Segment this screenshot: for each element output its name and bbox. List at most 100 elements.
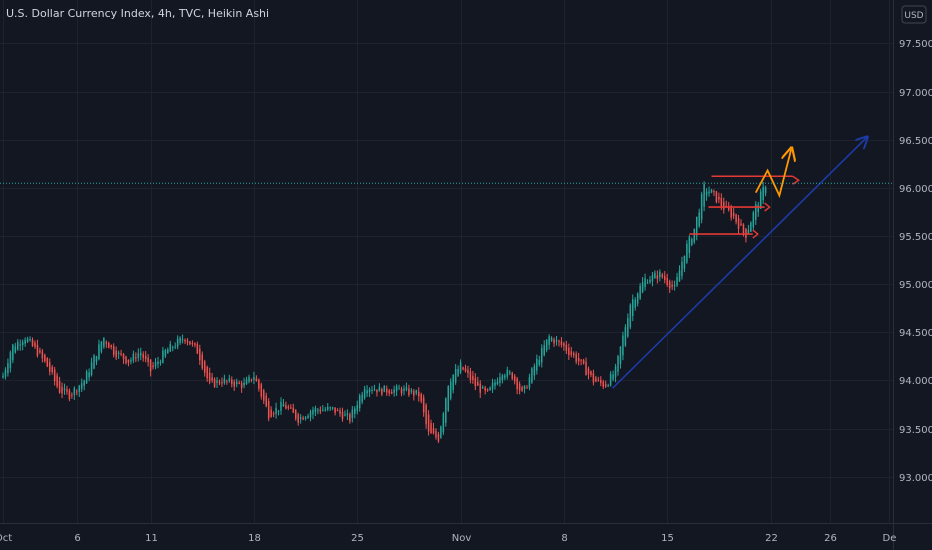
candle-body <box>513 375 516 382</box>
candle-body <box>698 212 700 227</box>
candle-body <box>629 304 632 328</box>
candle-body <box>184 339 186 342</box>
candle-body <box>496 381 499 385</box>
candle-body <box>98 344 100 360</box>
candle-body <box>223 378 226 383</box>
candle-body <box>619 346 622 364</box>
candle-body <box>341 411 344 420</box>
candle-body <box>376 389 378 393</box>
x-tick-label: 22 <box>765 533 778 544</box>
candle-body <box>176 338 179 347</box>
y-tick-label: 95.000 <box>899 280 932 291</box>
candle-body <box>686 243 688 263</box>
candle-body <box>368 389 371 392</box>
candle-body <box>636 293 639 304</box>
x-axis[interactable]: Oct 6 11 18 25 Nov 8 15 22 26 De <box>0 523 932 545</box>
candle-body <box>484 387 486 391</box>
candle-body <box>90 362 93 375</box>
candle-body <box>378 386 381 392</box>
candle-body <box>95 356 98 362</box>
currency-selector[interactable]: USD <box>901 5 927 24</box>
candle-body <box>383 385 386 392</box>
candle-body <box>420 394 422 402</box>
candle-body <box>727 206 730 211</box>
candle-body <box>24 339 26 344</box>
candle-body <box>294 410 297 419</box>
candle-body <box>459 362 462 373</box>
candle-body <box>757 204 759 213</box>
y-tick-label: 94.000 <box>899 376 932 387</box>
candle-body <box>51 367 53 373</box>
candle-body <box>442 413 445 433</box>
candle-body <box>565 344 568 351</box>
candle-body <box>16 341 19 350</box>
candle-body <box>356 404 359 412</box>
candle-body <box>454 369 457 383</box>
candle-body <box>528 377 531 388</box>
candle-body <box>53 369 56 382</box>
candle-body <box>735 214 737 222</box>
candle-body <box>260 384 263 397</box>
candle-body <box>759 191 762 209</box>
x-tick-label: 25 <box>351 533 364 544</box>
candle-body <box>66 389 68 392</box>
currency-selector-box[interactable] <box>901 5 927 24</box>
candle-body <box>550 338 553 341</box>
y-axis[interactable]: 97.500 97.000 96.500 96.000 95.500 95.000 94.5… <box>893 0 932 550</box>
candle-body <box>750 222 752 232</box>
candle-body <box>449 381 452 399</box>
x-tick-label: Oct <box>0 533 12 544</box>
y-axis-background[interactable] <box>893 0 932 550</box>
candle-body <box>651 274 654 282</box>
candle-body <box>191 342 194 344</box>
candle-body <box>452 374 454 390</box>
candle-body <box>609 373 612 386</box>
candle-body <box>415 390 418 394</box>
candle-body <box>228 378 231 381</box>
candle-body <box>9 352 12 369</box>
candle-body <box>21 342 24 346</box>
drawings-layer[interactable] <box>612 138 867 389</box>
candle-body <box>548 336 550 345</box>
trendline-arrow[interactable] <box>612 138 867 389</box>
candle-body <box>272 413 275 415</box>
x-tick-label: 6 <box>74 533 80 544</box>
candle-body <box>26 338 29 342</box>
candle-body <box>506 369 509 377</box>
candle-body <box>663 275 666 280</box>
candle-body <box>511 372 513 379</box>
candle-body <box>693 229 696 243</box>
candle-body <box>2 375 4 378</box>
candle-body <box>464 368 467 372</box>
projection-zigzag[interactable] <box>754 149 791 199</box>
y-tick-label: 96.500 <box>899 136 932 147</box>
candle-body <box>678 270 681 282</box>
candle-body <box>331 407 334 409</box>
candle-body <box>221 382 223 384</box>
candle-body <box>248 376 250 382</box>
candle-body <box>575 354 577 362</box>
candle-body <box>31 339 34 346</box>
candle-body <box>201 354 204 369</box>
candle-body <box>582 360 585 364</box>
candle-body <box>235 381 238 385</box>
x-tick-label: Nov <box>452 533 472 544</box>
currency-label[interactable]: USD <box>904 11 923 21</box>
candle-body <box>164 350 167 357</box>
candle-body <box>351 409 354 418</box>
candle-body <box>371 389 373 391</box>
candle-body <box>110 345 113 348</box>
candle-body <box>85 371 88 384</box>
candle-body <box>140 352 142 356</box>
candle-body <box>393 389 395 393</box>
candle-body <box>568 347 570 356</box>
candle-body <box>326 406 329 410</box>
candle-body <box>181 339 184 341</box>
candle-body <box>216 380 218 383</box>
candle-body <box>666 277 668 285</box>
candle-body <box>462 367 464 370</box>
candle-body <box>708 191 710 194</box>
candle-body <box>199 348 201 361</box>
